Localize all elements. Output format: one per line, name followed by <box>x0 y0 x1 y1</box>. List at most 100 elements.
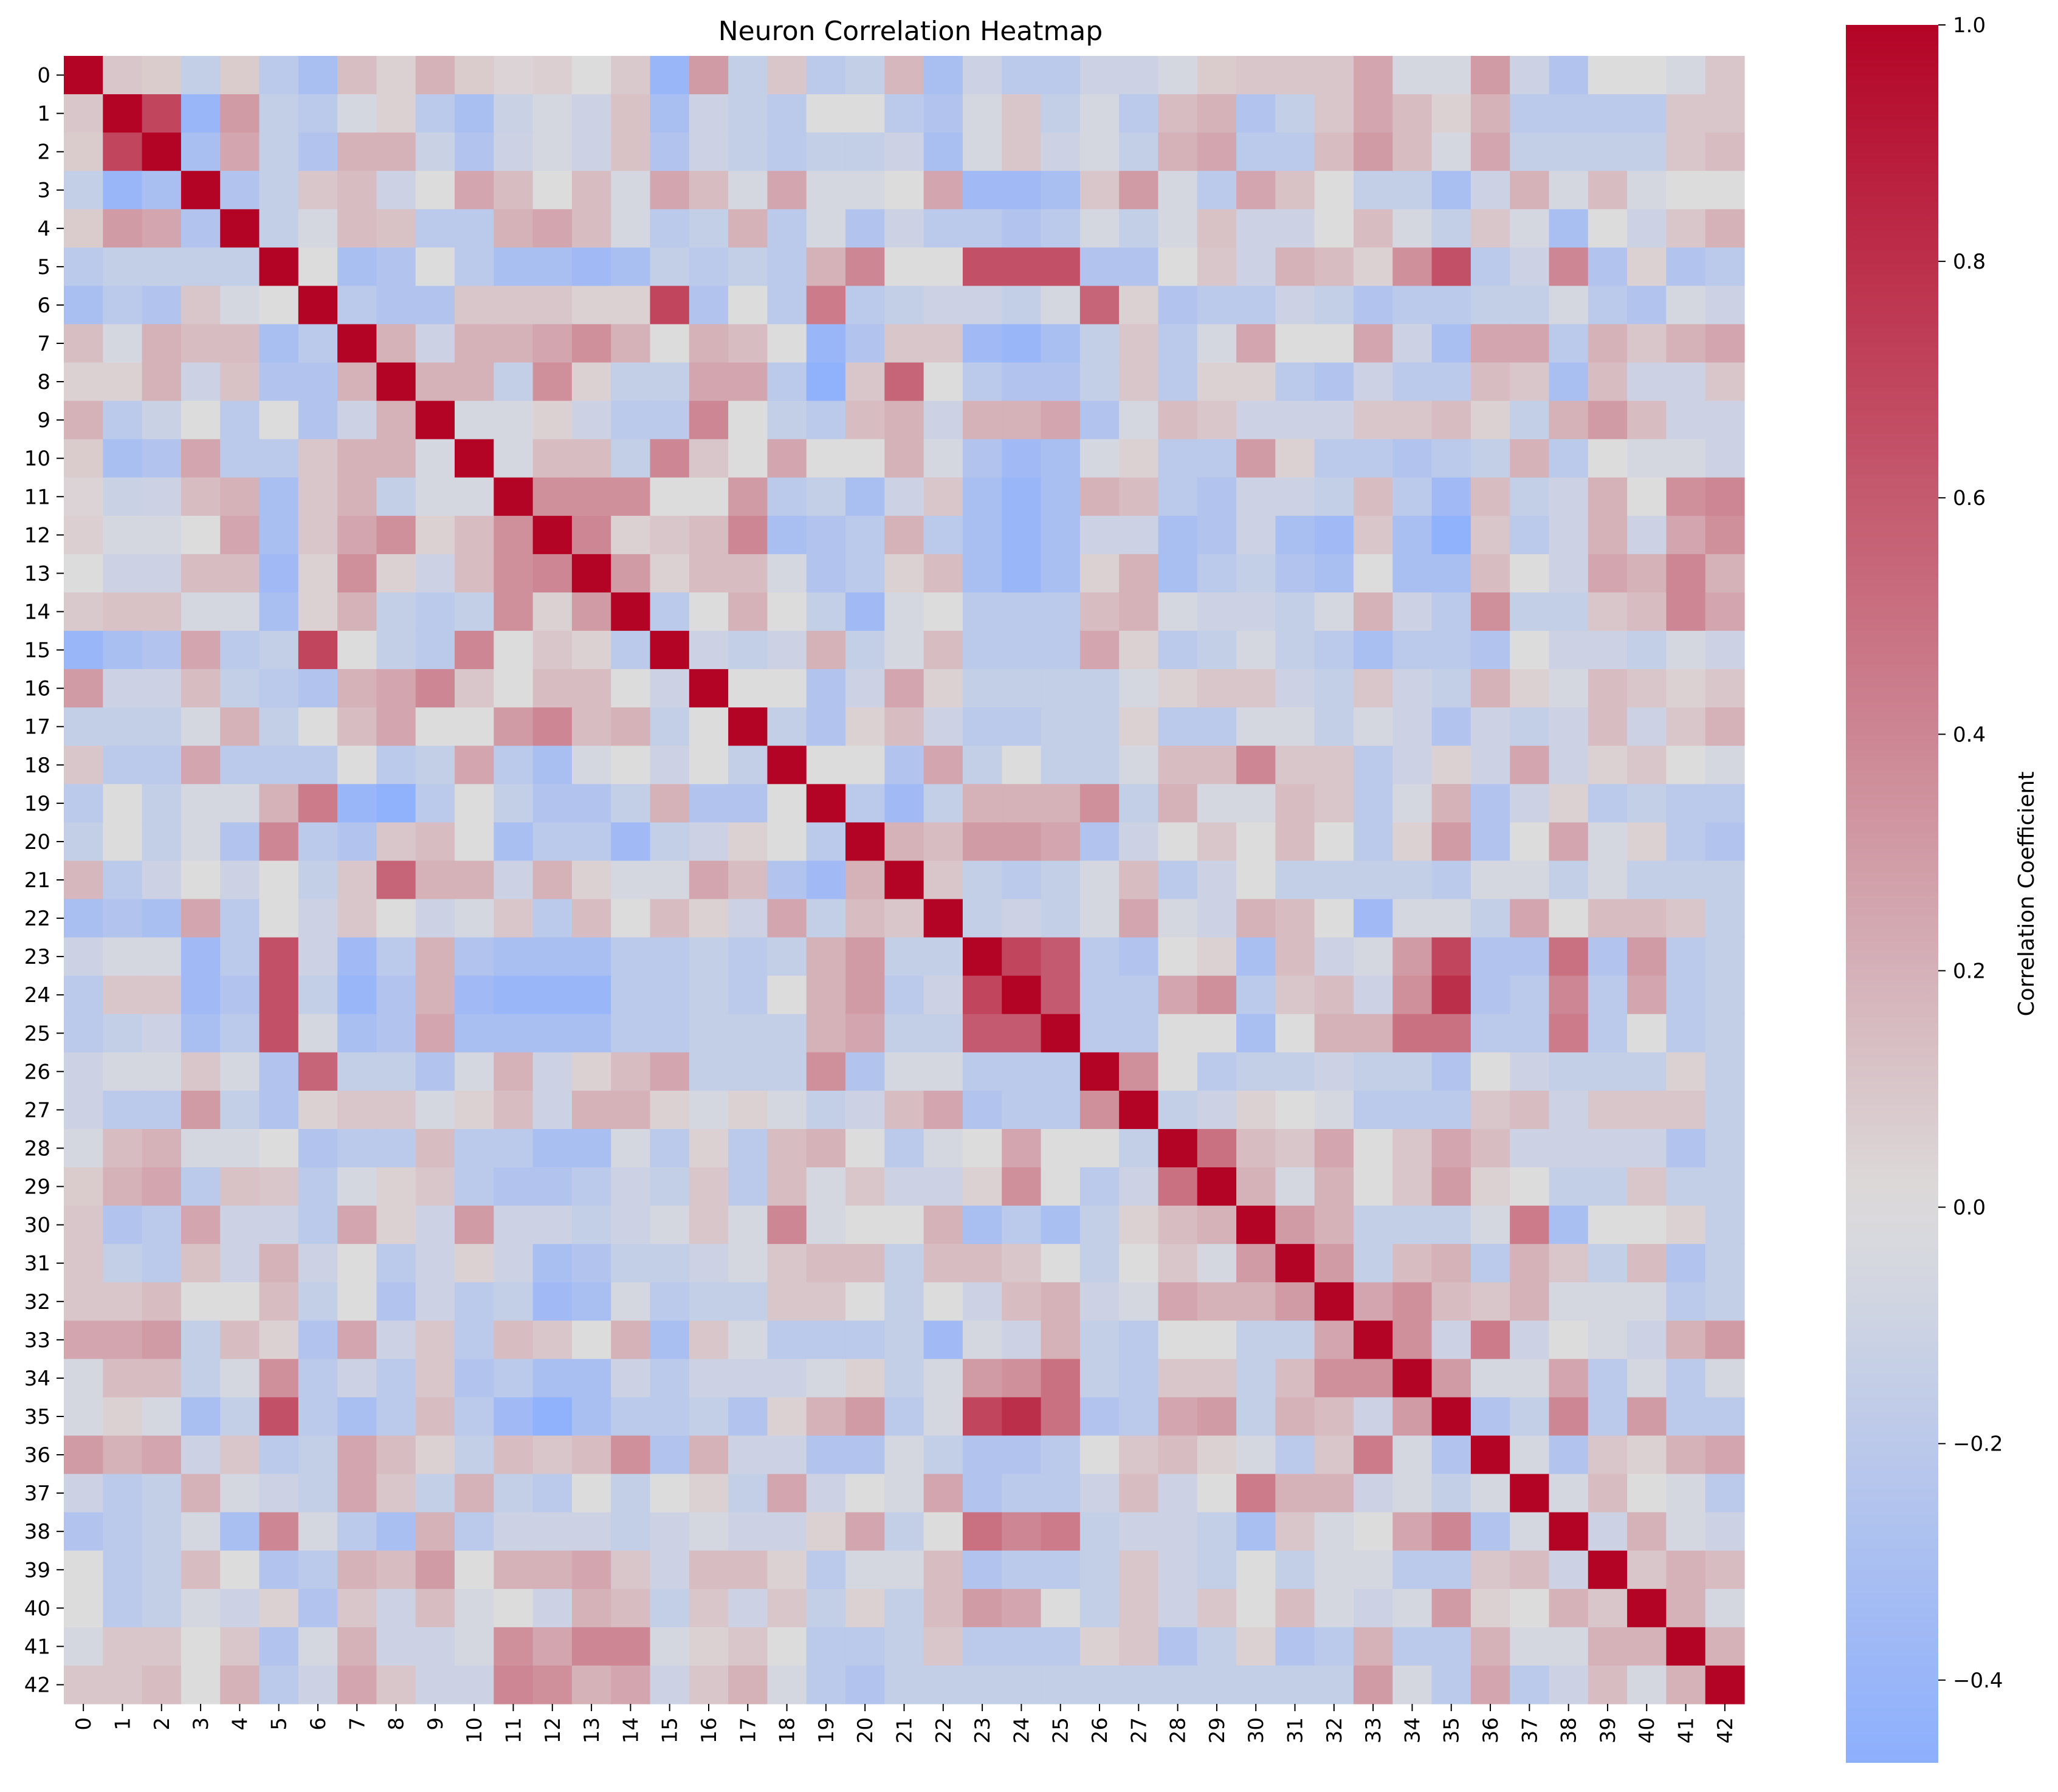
heatmap-cell-21-12 <box>532 860 573 900</box>
heatmap-cell-4-9 <box>415 209 455 248</box>
heatmap-cell-19-17 <box>728 784 768 823</box>
heatmap-cell-14-37 <box>1510 592 1550 631</box>
heatmap-cell-5-1 <box>103 247 143 287</box>
heatmap-cell-14-42 <box>1705 592 1745 631</box>
heatmap-cell-25-31 <box>1275 1014 1315 1053</box>
y-tick-label: 35 <box>24 1405 50 1429</box>
heatmap-cell-18-12 <box>532 746 573 784</box>
heatmap-cell-3-41 <box>1666 171 1706 210</box>
heatmap-cell-14-13 <box>571 592 611 631</box>
heatmap-cell-23-32 <box>1314 937 1354 977</box>
heatmap-cell-29-23 <box>962 1167 1002 1206</box>
heatmap-cell-21-24 <box>1002 860 1042 900</box>
heatmap-cell-20-17 <box>728 822 768 862</box>
heatmap-cell-27-41 <box>1666 1090 1706 1130</box>
heatmap-cell-9-34 <box>1392 400 1433 440</box>
heatmap-cell-21-35 <box>1431 860 1471 900</box>
heatmap-cell-0-17 <box>728 56 768 95</box>
heatmap-cell-35-26 <box>1079 1397 1120 1437</box>
heatmap-cell-25-29 <box>1197 1014 1237 1053</box>
heatmap-cell-11-17 <box>728 477 768 517</box>
heatmap-cell-25-13 <box>571 1014 611 1053</box>
heatmap-cell-36-18 <box>767 1435 807 1475</box>
heatmap-cell-36-0 <box>64 1435 103 1475</box>
heatmap-cell-0-23 <box>962 56 1002 95</box>
heatmap-cell-8-13 <box>571 362 611 402</box>
heatmap-cell-29-28 <box>1158 1167 1198 1206</box>
heatmap-cell-10-35 <box>1431 439 1471 478</box>
heatmap-cell-39-6 <box>298 1550 338 1590</box>
heatmap-cell-36-16 <box>689 1435 729 1475</box>
heatmap-cell-25-18 <box>767 1014 807 1053</box>
heatmap-cell-32-41 <box>1666 1282 1706 1321</box>
heatmap-cell-29-14 <box>611 1167 651 1206</box>
heatmap-cell-35-0 <box>64 1397 103 1437</box>
heatmap-cell-30-16 <box>689 1206 729 1244</box>
heatmap-cell-26-31 <box>1275 1052 1315 1091</box>
heatmap-cell-26-40 <box>1627 1052 1667 1091</box>
heatmap-cell-2-33 <box>1353 132 1393 171</box>
heatmap-cell-32-16 <box>689 1282 729 1321</box>
heatmap-cell-6-26 <box>1079 286 1120 325</box>
heatmap-cell-25-28 <box>1158 1014 1198 1053</box>
heatmap-cell-7-17 <box>728 324 768 363</box>
heatmap-cell-11-39 <box>1588 477 1628 517</box>
heatmap-cell-32-40 <box>1627 1282 1667 1321</box>
heatmap-cell-21-37 <box>1510 860 1550 900</box>
heatmap-cell-30-4 <box>220 1206 260 1244</box>
heatmap-cell-24-7 <box>337 975 377 1015</box>
y-tick-label: 6 <box>37 294 50 318</box>
heatmap-cell-4-11 <box>494 209 534 248</box>
heatmap-cell-25-5 <box>259 1014 299 1053</box>
heatmap-cell-16-6 <box>298 669 338 708</box>
heatmap-cell-41-22 <box>923 1627 963 1666</box>
y-tick-label: 33 <box>24 1328 50 1353</box>
heatmap-cell-15-42 <box>1705 631 1745 670</box>
heatmap-cell-21-20 <box>845 860 885 900</box>
heatmap-cell-11-12 <box>532 477 573 517</box>
heatmap-cell-8-19 <box>806 362 846 402</box>
heatmap-cell-37-2 <box>142 1474 182 1513</box>
heatmap-cell-36-33 <box>1353 1435 1393 1475</box>
heatmap-cell-10-33 <box>1353 439 1393 478</box>
heatmap-cell-2-11 <box>494 132 534 171</box>
heatmap-cell-19-4 <box>220 784 260 823</box>
heatmap-cell-38-31 <box>1275 1512 1315 1551</box>
heatmap-cell-4-41 <box>1666 209 1706 248</box>
y-tick-label: 5 <box>37 255 50 280</box>
heatmap-cell-15-8 <box>376 631 416 670</box>
heatmap-cell-5-30 <box>1236 247 1276 287</box>
heatmap-cell-24-41 <box>1666 975 1706 1015</box>
heatmap-cell-10-27 <box>1119 439 1159 478</box>
heatmap-cell-39-9 <box>415 1550 455 1590</box>
heatmap-cell-27-16 <box>689 1090 729 1130</box>
heatmap-cell-29-39 <box>1588 1167 1628 1206</box>
heatmap-cell-5-34 <box>1392 247 1433 287</box>
heatmap-cell-23-39 <box>1588 937 1628 977</box>
heatmap-cell-38-24 <box>1002 1512 1042 1551</box>
heatmap-cell-35-6 <box>298 1397 338 1437</box>
heatmap-cell-7-25 <box>1041 324 1081 363</box>
heatmap-cell-37-19 <box>806 1474 846 1513</box>
heatmap-cell-27-5 <box>259 1090 299 1130</box>
heatmap-cell-1-3 <box>181 94 221 133</box>
heatmap-cell-33-25 <box>1041 1320 1081 1359</box>
heatmap-cell-17-42 <box>1705 707 1745 746</box>
heatmap-cell-21-18 <box>767 860 807 900</box>
heatmap-cell-6-31 <box>1275 286 1315 325</box>
heatmap-cell-15-13 <box>571 631 611 670</box>
heatmap-cell-12-30 <box>1236 515 1276 555</box>
heatmap-cell-8-12 <box>532 362 573 402</box>
heatmap-cell-35-35 <box>1431 1397 1471 1437</box>
heatmap-cell-2-12 <box>532 132 573 171</box>
heatmap-cell-36-29 <box>1197 1435 1237 1475</box>
heatmap-cell-7-33 <box>1353 324 1393 363</box>
heatmap-cell-38-7 <box>337 1512 377 1551</box>
heatmap-cell-23-38 <box>1549 937 1589 977</box>
heatmap-cell-27-40 <box>1627 1090 1667 1130</box>
heatmap-cell-7-0 <box>64 324 103 363</box>
heatmap-cell-28-9 <box>415 1128 455 1168</box>
heatmap-cell-23-35 <box>1431 937 1471 977</box>
heatmap-cell-4-39 <box>1588 209 1628 248</box>
heatmap-cell-26-1 <box>103 1052 143 1091</box>
